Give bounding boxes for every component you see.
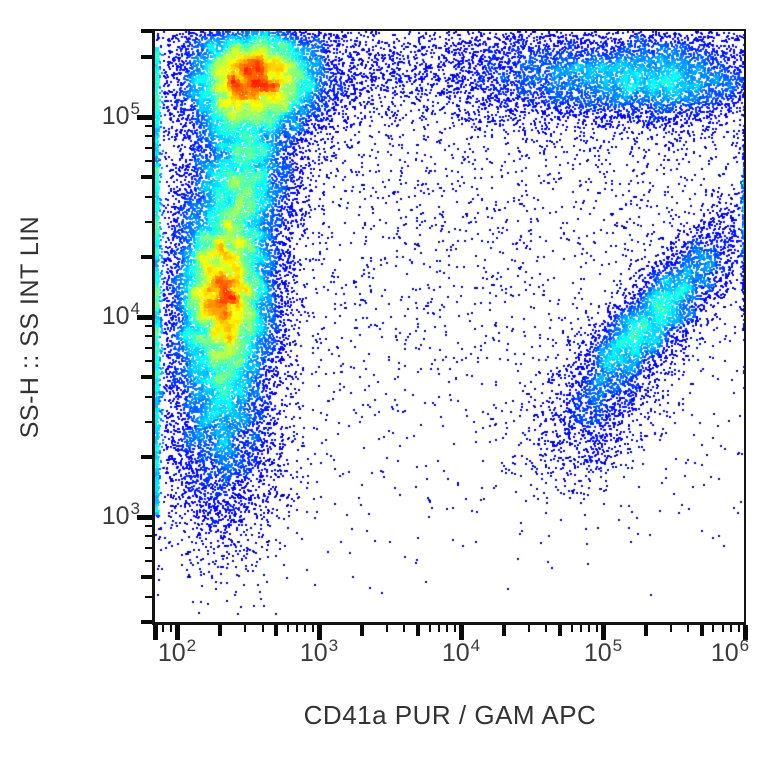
y-axis-tick-medium — [141, 575, 152, 580]
x-axis-tick-minor — [453, 625, 456, 632]
x-axis-tick-minor — [712, 625, 715, 632]
x-axis-tick-minor — [296, 625, 298, 632]
x-axis-tick-minor — [588, 625, 591, 632]
x-axis-tick-medium — [558, 625, 563, 636]
x-axis-tick-minor — [580, 625, 582, 632]
x-axis-tick-minor — [595, 625, 598, 632]
x-axis-tick-minor — [154, 625, 156, 632]
y-axis-tick-minor — [145, 420, 152, 423]
y-axis-tick-minor — [145, 546, 152, 549]
x-axis-tick-medium — [416, 625, 421, 636]
y-tick-label-10e3: 103 — [101, 499, 140, 530]
y-axis-tick-minor — [145, 360, 152, 363]
plot-frame-top — [152, 29, 746, 31]
y-axis-tick-medium — [141, 175, 152, 180]
x-axis-tick-medium — [501, 625, 506, 636]
x-axis-tick-minor — [570, 625, 573, 632]
y-axis-tick-minor — [145, 525, 152, 528]
y-axis-tick-medium — [141, 375, 152, 380]
y-axis-tick-minor — [145, 595, 152, 598]
x-tick-label-10e5: 105 — [583, 636, 623, 667]
x-axis-tick-minor — [311, 625, 314, 632]
x-axis-tick-major — [600, 625, 606, 640]
x-axis-tick-minor — [261, 625, 264, 632]
x-axis-tick-major — [174, 625, 180, 640]
y-axis-tick-minor — [145, 146, 152, 149]
x-axis-tick-minor — [722, 625, 724, 632]
y-axis-tick-major — [137, 514, 152, 520]
x-tick-label-10e4: 104 — [441, 636, 481, 667]
x-axis-tick-minor — [737, 625, 740, 632]
y-tick-label-10e5: 105 — [101, 99, 140, 130]
x-axis-tick-minor — [169, 625, 172, 632]
y-axis-tick-minor — [145, 620, 152, 623]
x-axis-tick-minor — [730, 625, 733, 632]
y-axis-line — [152, 29, 155, 625]
x-tick-label-10e6: 106 — [710, 636, 750, 667]
x-axis-tick-minor — [403, 625, 406, 632]
x-axis-tick-medium — [274, 625, 279, 636]
y-axis-tick-minor — [145, 135, 152, 138]
y-tick-label-10e4: 104 — [101, 299, 140, 330]
y-axis-tick-medium — [141, 29, 152, 33]
y-axis-tick-medium — [141, 454, 152, 459]
density-dot-cloud — [155, 31, 745, 622]
y-axis-tick-minor — [145, 535, 152, 538]
y-axis-tick-minor — [145, 560, 152, 563]
x-axis-line — [152, 622, 746, 625]
x-axis-tick-major — [742, 625, 748, 640]
x-tick-label-10e3: 103 — [299, 636, 339, 667]
x-axis-tick-minor — [687, 625, 690, 632]
x-axis-tick-minor — [669, 625, 672, 632]
x-axis-tick-major — [458, 625, 464, 640]
x-axis-tick-minor — [428, 625, 431, 632]
y-axis-tick-minor — [145, 195, 152, 198]
x-axis-tick-medium — [217, 625, 222, 636]
x-axis-tick-medium — [359, 625, 364, 636]
y-axis-tick-minor — [145, 335, 152, 338]
x-axis-tick-minor — [286, 625, 289, 632]
x-axis-tick-minor — [162, 625, 165, 632]
x-tick-label-10e2: 102 — [157, 636, 197, 667]
x-axis-tick-medium — [643, 625, 648, 636]
plot-frame-right — [744, 29, 746, 625]
x-axis-label: CD41a PUR / GAM APC — [303, 700, 597, 730]
y-axis-tick-minor — [145, 346, 152, 349]
x-axis-tick-minor — [545, 625, 548, 632]
x-axis-tick-medium — [700, 625, 705, 636]
y-axis-tick-minor — [145, 220, 152, 223]
x-axis-tick-minor — [438, 625, 440, 632]
x-axis-tick-minor — [446, 625, 449, 632]
y-axis-tick-minor — [145, 325, 152, 328]
y-axis-tick-medium — [141, 54, 152, 59]
y-axis-tick-major — [137, 114, 152, 120]
x-axis-tick-major — [152, 625, 158, 640]
y-axis-tick-medium — [141, 254, 152, 259]
y-axis-tick-minor — [145, 125, 152, 128]
x-axis-tick-minor — [385, 625, 388, 632]
y-axis-tick-minor — [145, 160, 152, 163]
x-axis-tick-major — [316, 625, 322, 640]
y-axis-tick-major — [137, 314, 152, 320]
x-axis-tick-minor — [243, 625, 246, 632]
x-axis-tick-minor — [304, 625, 307, 632]
y-axis-label: SS-H :: SS INT LIN — [16, 215, 44, 439]
y-axis-tick-minor — [145, 395, 152, 398]
x-axis-tick-minor — [527, 625, 530, 632]
